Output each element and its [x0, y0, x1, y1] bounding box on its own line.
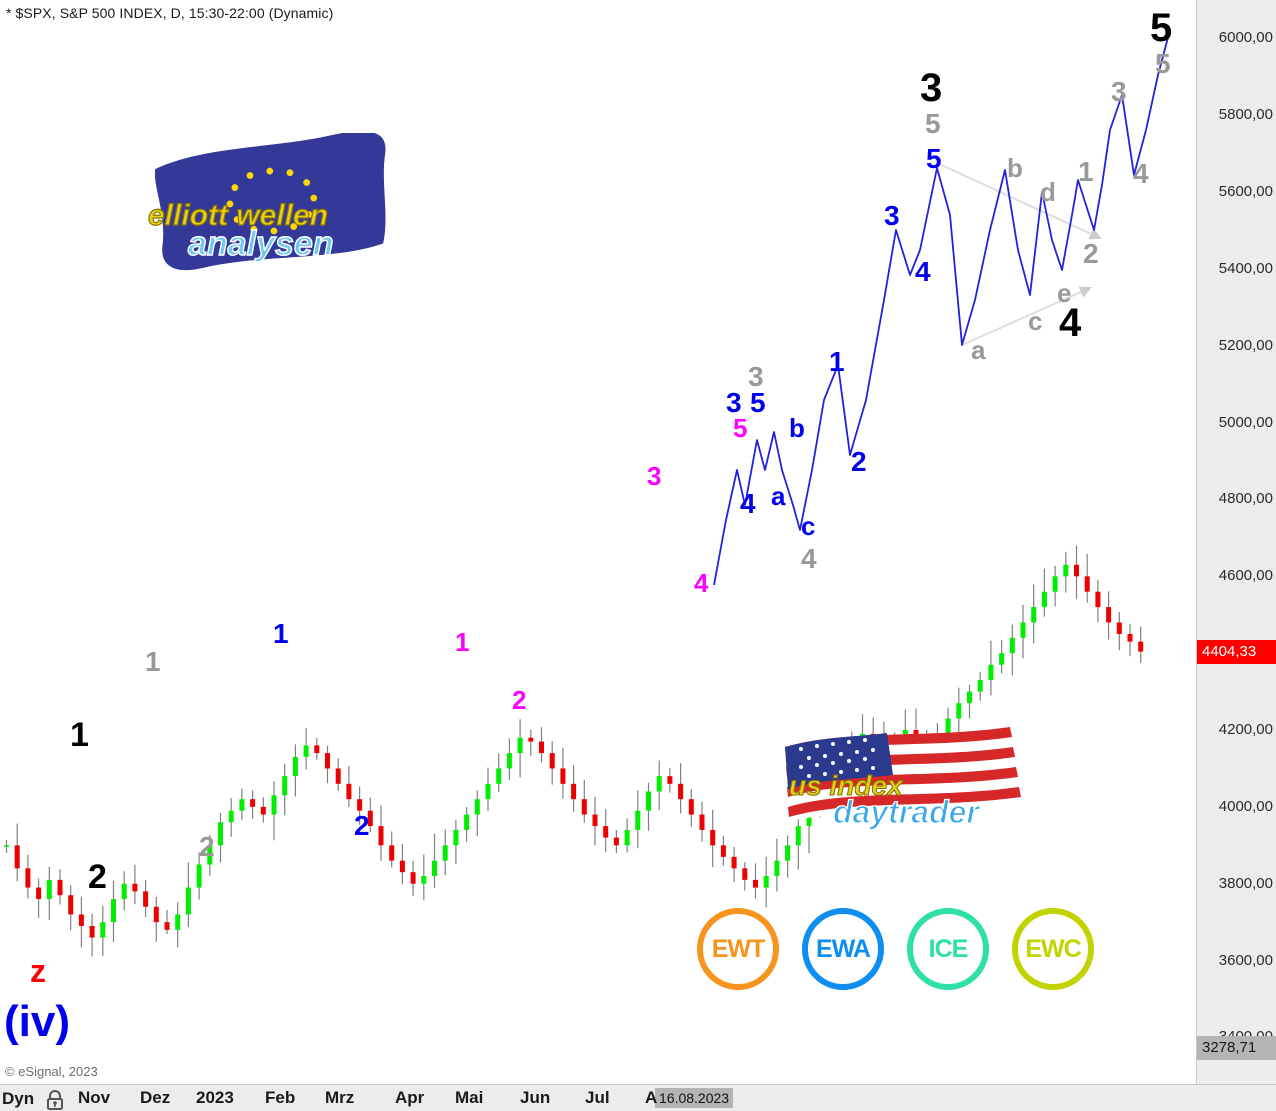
wave-label-b-18: b: [789, 413, 805, 443]
wave-label-1-21: 1: [829, 346, 845, 377]
chart-title: * $SPX, S&P 500 INDEX, D, 15:30-22:00 (D…: [6, 5, 334, 21]
price-tick: 5200,00: [1218, 336, 1273, 354]
time-tick: Feb: [265, 1088, 296, 1107]
wave-label-4-24: 4: [915, 256, 931, 287]
price-tick: 6000,00: [1218, 29, 1273, 47]
wave-label-a-28: a: [971, 335, 986, 365]
wave-label-5-38: 5: [1155, 48, 1171, 79]
logo-usid-line1: us index: [789, 770, 904, 801]
wave-label-d-31: d: [1040, 177, 1056, 207]
wave-label-2-22: 2: [851, 446, 867, 477]
us-index-daytrader-logo: us index daytrader: [775, 725, 1050, 835]
wave-label-e-32: e: [1057, 278, 1072, 308]
wave-label-5-26: 5: [925, 108, 941, 139]
wave-label-4-11: 4: [694, 568, 709, 598]
wave-label-5-12: 5: [733, 413, 748, 443]
wave-label-2-3: 2: [88, 858, 107, 896]
time-tick: Nov: [78, 1088, 111, 1107]
wave-label-4-37: 4: [1133, 158, 1149, 189]
wave-label-2-5: 2: [199, 831, 215, 862]
badge-label: EWT: [711, 934, 766, 963]
wave-label-c-19: c: [801, 511, 816, 541]
wave-label-2-35: 2: [1083, 238, 1099, 269]
wave-label-1-6: 1: [273, 618, 289, 649]
wave-label-4-33: 4: [1059, 301, 1082, 345]
wave-label-5-39: 5: [1150, 6, 1173, 50]
wave-label-4-16: 4: [740, 488, 756, 519]
wave-label-z-1: z: [30, 953, 46, 989]
price-tick: 3800,00: [1218, 874, 1273, 892]
badge-label: EWA: [816, 934, 871, 963]
wave-label-4-20: 4: [801, 543, 817, 574]
time-tick: Jul: [585, 1088, 610, 1107]
price-axis[interactable]: 6000,00 5800,00 5600,00 5400,00 5200,00 5000,…: [1196, 0, 1276, 1084]
wave-label-a-17: a: [771, 481, 786, 511]
wave-label-2-7: 2: [354, 810, 370, 841]
wave-label-iv-0: (iv): [4, 997, 70, 1046]
logo-usid-line2: daytrader: [833, 794, 980, 830]
price-tick: 4000,00: [1218, 797, 1273, 815]
copyright-notice: © eSignal, 2023: [5, 1064, 98, 1079]
wave-label-5-25: 5: [926, 143, 942, 174]
wave-label-3-13: 3: [748, 361, 764, 392]
time-tick: Jun: [520, 1088, 551, 1107]
dyn-label: Dyn: [2, 1089, 35, 1108]
time-tick: A: [645, 1088, 658, 1107]
badge-ewc[interactable]: EWC: [1012, 908, 1094, 990]
time-tick: Dez: [140, 1088, 171, 1107]
lock-icon[interactable]: [44, 1090, 66, 1111]
time-tick: Mrz: [325, 1088, 355, 1107]
chart-plot-area[interactable]: (iv) z 1 2 1 2 1 2 1 2 3 4 5 3 3 5 4 a b c 4 1 2 3 4 5 5 3 a b c d e 4 1 2 3…: [0, 0, 1196, 1084]
time-tick: 2023: [196, 1088, 234, 1107]
wave-label-b-29: b: [1007, 153, 1023, 183]
wave-label-1-4: 1: [145, 646, 161, 677]
logo-ewa-line2: analysen: [188, 225, 334, 263]
elliott-wellen-analysen-logo: elliott wellen analysen: [140, 131, 405, 281]
badge-label: ICE: [928, 934, 969, 963]
price-tick: 4200,00: [1218, 721, 1273, 739]
wave-label-3-10: 3: [647, 461, 662, 491]
price-tick: 5000,00: [1218, 413, 1273, 431]
wave-label-2-9: 2: [512, 685, 527, 715]
elliott-wave-projection: [713, 29, 1171, 586]
wave-label-1-34: 1: [1078, 156, 1094, 187]
price-series-svg: [4, 29, 1171, 957]
last-price-label: 4404,33: [1197, 639, 1276, 664]
time-tick: Apr: [395, 1088, 425, 1107]
low-price-label: 3278,71: [1197, 1036, 1276, 1060]
price-tick: 5600,00: [1218, 183, 1273, 201]
badge-ewt[interactable]: EWT: [697, 908, 779, 990]
wave-label-5-15: 5: [750, 387, 766, 418]
price-tick: 5800,00: [1218, 106, 1273, 124]
certification-badges: EWT EWA ICE EWC: [697, 908, 1097, 996]
price-tick: 4800,00: [1218, 490, 1273, 508]
triangle-trendlines: [936, 162, 1102, 346]
date-tooltip: 16.08.2023: [655, 1088, 734, 1108]
badge-ewa[interactable]: EWA: [802, 908, 884, 990]
wave-label-1-8: 1: [455, 627, 470, 657]
wave-label-3-36: 3: [1111, 76, 1127, 107]
price-tick: 3600,00: [1218, 951, 1273, 969]
wave-label-c-30: c: [1028, 306, 1043, 336]
logo-ewa-line1: elliott wellen: [148, 199, 328, 232]
wave-label-3-14: 3: [726, 387, 742, 418]
price-tick: 4600,00: [1218, 567, 1273, 585]
candlestick-series: [4, 545, 1144, 957]
time-axis[interactable]: Dyn 16.08.2023 Nov Dez 2023 Feb Mrz Apr Mai Jun…: [0, 1084, 1276, 1111]
time-tick: Mai: [455, 1088, 484, 1107]
wave-label-3-23: 3: [884, 200, 900, 231]
wave-label-1-2: 1: [70, 716, 89, 754]
wave-label-3-27: 3: [920, 66, 943, 110]
price-tick: 5400,00: [1218, 259, 1273, 277]
badge-label: EWC: [1025, 934, 1081, 963]
badge-ice[interactable]: ICE: [907, 908, 989, 990]
